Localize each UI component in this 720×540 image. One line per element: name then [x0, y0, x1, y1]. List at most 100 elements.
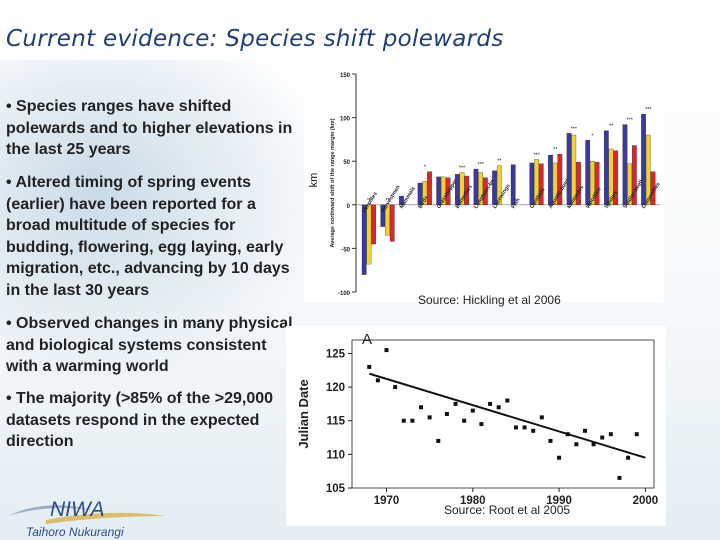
scatter-y-tick-label: 125	[326, 348, 346, 360]
bar-y-axis-label: Average northward shift of the range mar…	[330, 118, 336, 247]
bullet-species-ranges: • Species ranges have shifted polewards …	[6, 98, 293, 158]
scatter-point	[427, 415, 432, 420]
bar-category-label: Fish	[511, 197, 522, 210]
bar-y-tick-label: 50	[343, 160, 350, 166]
bar	[441, 176, 446, 205]
scatter-y-tick-label: 115	[326, 416, 345, 428]
bar-y-tick-label: 150	[340, 73, 351, 79]
scatter-point	[513, 425, 518, 430]
bar	[496, 165, 502, 205]
bar	[594, 161, 600, 205]
bullet-datasets-majority: • The majority (>85% of the >29,000 data…	[6, 390, 274, 450]
scatter-x-tick-label: 1970	[374, 495, 400, 507]
scatter-y-tick-label: 120	[326, 382, 345, 394]
bar	[571, 134, 577, 205]
scatter-point	[557, 455, 562, 460]
bar-significance-label: ***	[478, 162, 485, 168]
scatter-point	[436, 438, 441, 443]
bar-significance-label: ***	[459, 166, 466, 172]
scatter-y-axis-label: Julian Date	[296, 379, 311, 448]
bar	[445, 177, 451, 205]
bar	[622, 124, 628, 205]
bar	[557, 154, 563, 205]
bar-significance-label: ***	[627, 118, 634, 124]
bullet-observed-changes: • Observed changes in many physical and …	[6, 315, 293, 375]
bar-chart-panel: -100 -50 0 50 100 150 Average northward shift …	[304, 64, 664, 302]
scatter-y-tick-label: 110	[326, 449, 345, 461]
bar	[627, 163, 633, 205]
scatter-frame	[351, 339, 655, 489]
scatter-chart: 105 110 115 120 125 1970 1980 1990 2000 Julian Da…	[296, 331, 659, 507]
logo-swoosh-upper	[8, 505, 92, 516]
bar-significance-label: *	[424, 165, 427, 171]
scatter-panel-label: A	[362, 331, 372, 348]
scatter-y-tick-label: 105	[326, 483, 346, 495]
logo-swoosh-lower	[46, 512, 166, 524]
bar	[492, 170, 497, 205]
scatter-point	[479, 422, 484, 427]
scatter-point	[444, 412, 449, 416]
logo-wordmark: NIWA	[50, 498, 104, 521]
bar	[366, 204, 372, 265]
scatter-point	[505, 398, 510, 403]
bar-significance-label: **	[609, 124, 614, 130]
scatter-point	[410, 418, 415, 423]
scatter-point	[419, 405, 424, 410]
scatter-chart-panel: 105 110 115 120 125 1970 1980 1990 2000 Julian Da…	[286, 326, 666, 526]
bar-significance-label: **	[367, 198, 372, 204]
scatter-x-tick-label: 1980	[460, 495, 486, 507]
scatter-point	[367, 364, 372, 369]
background-glow	[0, 60, 330, 390]
bar	[510, 164, 516, 205]
bar	[534, 159, 539, 205]
bar	[464, 175, 470, 205]
bar-significance-label: **	[553, 147, 558, 153]
source-hickling: Source: Hickling et al 2006	[418, 293, 561, 307]
bar	[552, 162, 558, 205]
bar-significance-label: ***	[571, 126, 578, 132]
bar	[645, 134, 651, 205]
bar-y-axis-unit: km	[308, 173, 320, 188]
scatter-x-tick-label: 1990	[546, 495, 572, 507]
scatter-point	[591, 442, 596, 447]
bar-chart: -100 -50 0 50 100 150 Average northward shift …	[308, 73, 662, 297]
scatter-point	[617, 475, 622, 480]
scatter-point	[548, 438, 553, 443]
bar-significance-label: **	[497, 159, 502, 165]
bar-significance-label: **	[385, 198, 390, 204]
bar	[650, 171, 656, 205]
scatter-point	[462, 418, 467, 423]
bar	[566, 133, 572, 205]
scatter-point	[539, 415, 544, 420]
bar	[631, 145, 637, 205]
scatter-point	[375, 378, 380, 383]
bar	[548, 154, 553, 205]
scatter-point	[401, 418, 406, 423]
bar	[459, 172, 465, 205]
scatter-x-tick-label: 2000	[633, 495, 659, 507]
bar	[538, 163, 544, 205]
scatter-point	[608, 432, 613, 437]
scatter-point	[393, 385, 398, 390]
bar	[417, 182, 423, 205]
scatter-point	[574, 442, 579, 447]
bar	[380, 204, 386, 227]
bar	[427, 171, 432, 205]
bar	[473, 168, 479, 205]
bar	[436, 176, 442, 205]
bar	[389, 204, 395, 242]
bar-significance-label: ***	[533, 152, 540, 158]
scatter-point	[496, 405, 501, 410]
scatter-point	[470, 408, 475, 413]
slide-title: Current evidence: Species shift poleward…	[6, 26, 504, 52]
bar	[590, 161, 595, 205]
bar	[371, 204, 376, 245]
bar-significance-label: ***	[645, 107, 652, 113]
scatter-point	[453, 401, 458, 406]
bar-y-tick-label: -100	[338, 291, 351, 297]
scatter-point	[582, 428, 587, 433]
bar	[422, 181, 428, 205]
scatter-point	[626, 455, 631, 460]
logo-tagline: Taihoro Nukurangi	[26, 525, 124, 539]
bar	[454, 174, 460, 205]
